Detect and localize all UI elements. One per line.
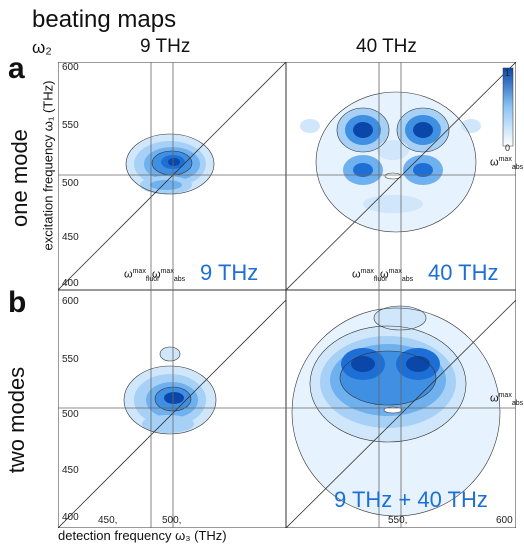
omega2-label: ω₂ — [32, 38, 52, 57]
figure-title: beating maps — [32, 6, 177, 33]
y-tick-bottom-400: 400 — [62, 512, 79, 523]
panel-label-40thz: 40 THz — [428, 260, 499, 285]
y-tick-top-400: 400 — [62, 278, 79, 289]
y-tick-top-500: 500 — [62, 178, 79, 189]
panel-two-modes-combined — [286, 290, 516, 528]
column-freq-9thz: 9 THz — [140, 36, 191, 57]
x-tick-600: 600 — [496, 515, 513, 526]
x-tick-500: 500, — [162, 515, 182, 526]
x-axis-label: detection frequency ω₃ (THz) — [58, 528, 227, 543]
y-tick-bottom-450: 450 — [62, 465, 79, 476]
colorbar-min: 0 — [505, 143, 511, 153]
colorbar-max: 1 — [505, 68, 511, 78]
omega-abs-max-9thz: ωmaxabs — [152, 268, 186, 283]
y-tick-top-550: 550 — [62, 120, 79, 131]
y-tick-top-600: 600 — [62, 62, 79, 73]
panel-label-combined: 9 THz + 40 THz — [334, 487, 488, 512]
panel-label-9thz: 9 THz — [200, 260, 259, 285]
beating-maps-grid — [58, 62, 516, 528]
omega-abs-max-right-b: ωmaxabs — [490, 392, 524, 407]
omega-fluor-max-9thz: ωmaxfluor — [124, 268, 160, 283]
row-label-two-modes: two modes — [4, 366, 29, 474]
panel-letter-b: b — [8, 286, 27, 319]
panel-one-mode-9thz — [58, 62, 286, 290]
x-tick-550: 550, — [388, 515, 408, 526]
panel-two-modes-9thz — [58, 290, 286, 528]
column-freq-40thz: 40 THz — [356, 36, 417, 57]
y-tick-bottom-550: 550 — [62, 354, 79, 365]
y-tick-bottom-500: 500 — [62, 409, 79, 420]
row-label-one-mode: one mode — [7, 129, 32, 227]
panel-letter-a: a — [8, 52, 25, 85]
omega-abs-max-40thz: ωmaxabs — [380, 268, 414, 283]
y-tick-bottom-600: 600 — [62, 296, 79, 307]
panel-one-mode-40thz — [286, 62, 516, 290]
y-axis-label: excitation frequency ω₁ (THz) — [40, 80, 56, 251]
y-tick-top-450: 450 — [62, 232, 79, 243]
x-tick-450: 450, — [98, 515, 118, 526]
omega-fluor-max-40thz: ωmaxfluor — [352, 268, 388, 283]
colorbar — [502, 67, 514, 147]
omega-abs-max-right-a: ωmaxabs — [490, 156, 524, 171]
